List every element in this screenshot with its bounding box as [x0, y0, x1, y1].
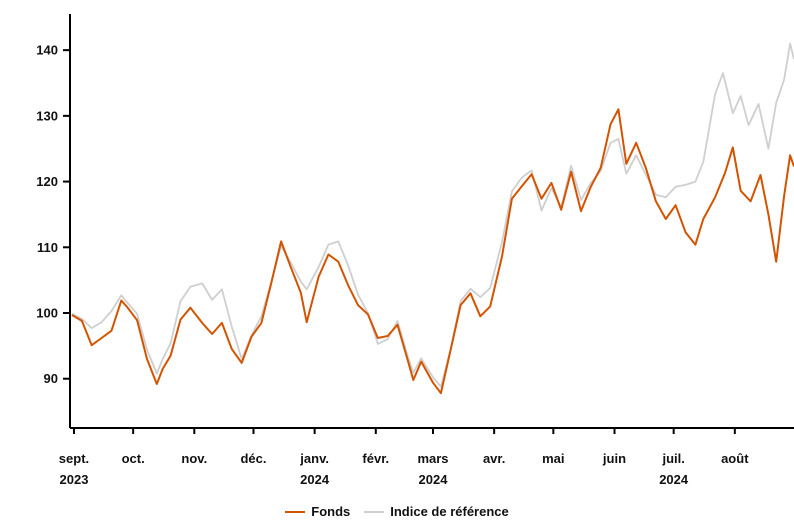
x-year-label: 2023: [60, 472, 89, 487]
x-tick-label: janv.: [299, 451, 329, 466]
line-chart: 90 100 110 120 130 140 sept. 2023 oct. nov. déc. j…: [36, 14, 794, 487]
y-tick-label: 130: [36, 108, 58, 123]
x-tick-label: sept.: [59, 451, 89, 466]
x-tick-label: juil.: [661, 451, 684, 466]
series-layer: [71, 42, 794, 395]
legend-item-indice: Indice de référence: [364, 504, 509, 519]
legend-label-indice: Indice de référence: [390, 504, 509, 519]
x-axis-ticks: sept. 2023 oct. nov. déc. janv. 2024 févr. mars 2…: [59, 428, 749, 487]
y-axis-ticks: 90 100 110 120 130 140: [36, 43, 70, 386]
x-tick-label: déc.: [240, 451, 266, 466]
x-tick-label: avr.: [483, 451, 505, 466]
x-tick-label: oct.: [122, 451, 145, 466]
x-year-label: 2024: [659, 472, 689, 487]
x-tick-label: août: [721, 451, 749, 466]
x-tick-label: nov.: [181, 451, 207, 466]
y-tick-label: 140: [36, 43, 58, 58]
y-tick-label: 120: [36, 174, 58, 189]
legend-label-fonds: Fonds: [311, 504, 351, 519]
series-line-0: [71, 108, 794, 395]
x-tick-label: févr.: [362, 451, 389, 466]
y-tick-label: 100: [36, 306, 58, 321]
y-tick-label: 90: [44, 371, 58, 386]
x-year-label: 2024: [419, 472, 449, 487]
legend-item-fonds: Fonds: [285, 504, 350, 519]
x-tick-label: mai: [542, 451, 564, 466]
legend-swatch-fonds: [285, 510, 306, 513]
x-tick-label: juin: [602, 451, 626, 466]
legend-swatch-indice: [364, 510, 385, 513]
x-year-label: 2024: [300, 472, 330, 487]
y-tick-label: 110: [37, 240, 58, 255]
legend: Fonds Indice de référence: [0, 504, 794, 519]
x-tick-label: mars: [417, 451, 448, 466]
series-line-1: [71, 42, 794, 388]
